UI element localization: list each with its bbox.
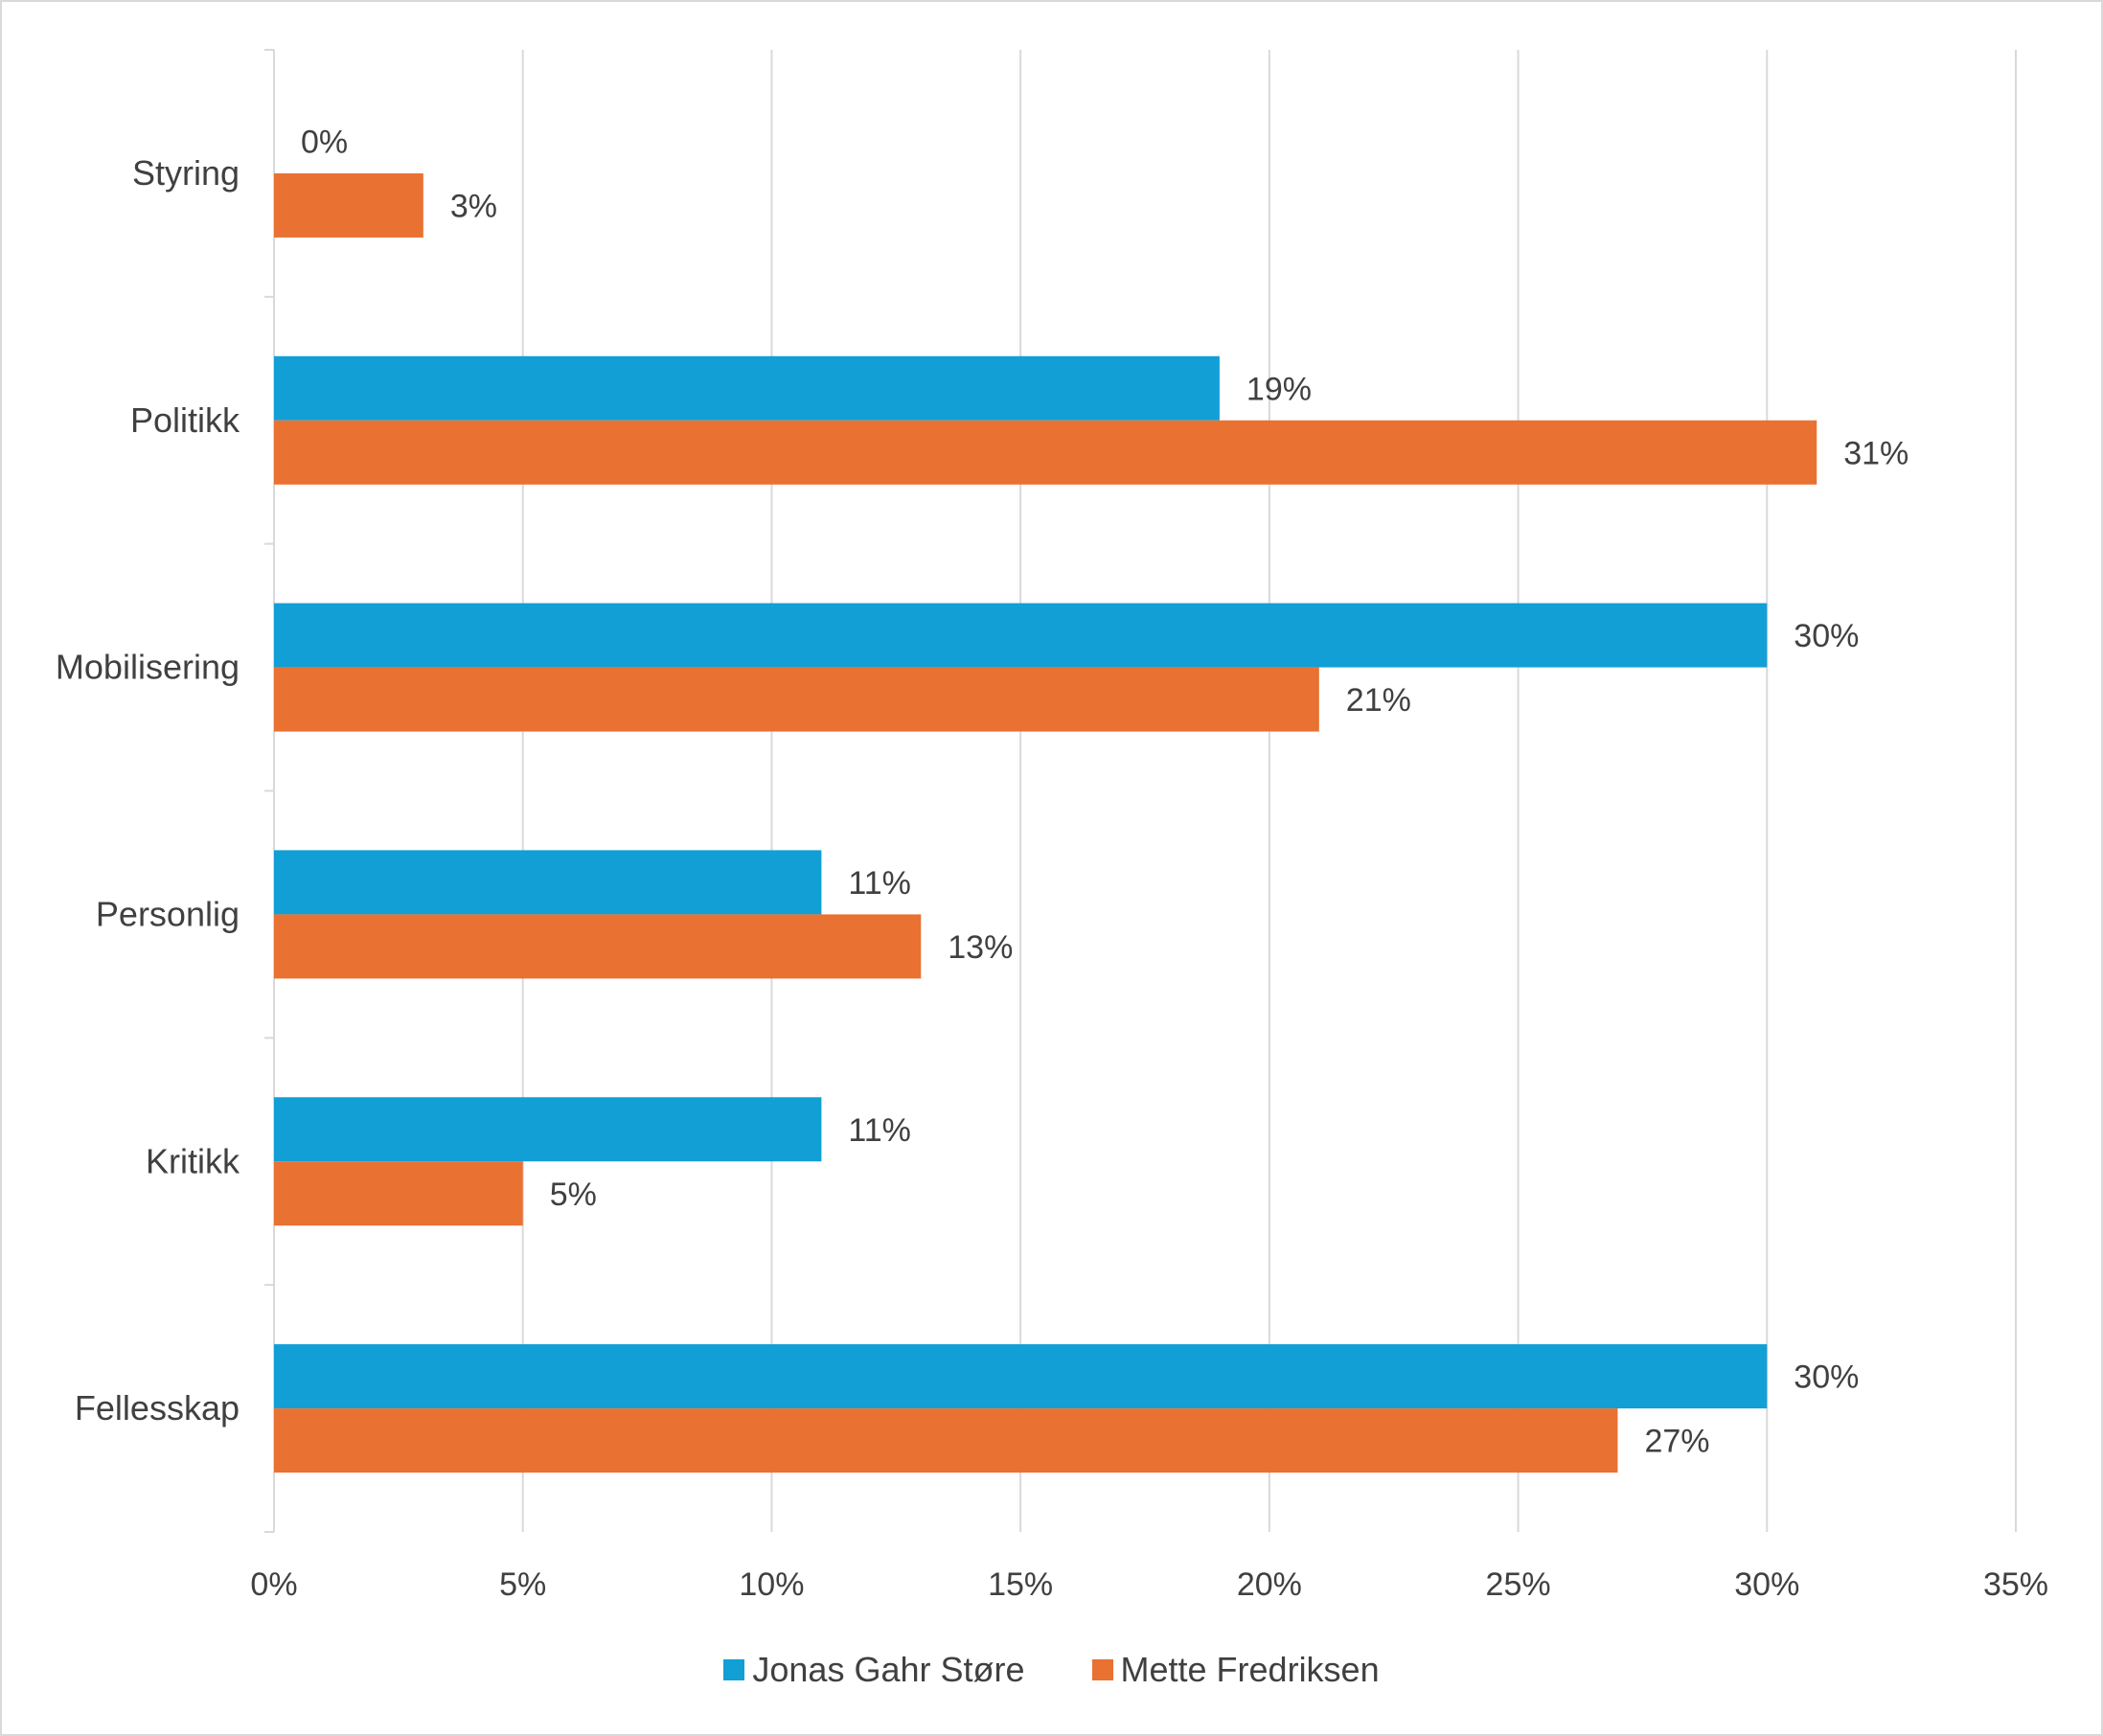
- data-label: 11%: [848, 865, 911, 902]
- category-label: Mobilisering: [56, 648, 240, 687]
- data-label: 11%: [848, 1112, 911, 1149]
- legend-swatch-fredriksen: [1091, 1659, 1113, 1680]
- legend-label-fredriksen: Mette Fredriksen: [1120, 1650, 1380, 1689]
- bar: [274, 1097, 822, 1162]
- bar: [274, 850, 822, 915]
- x-tick-label: 10%: [739, 1566, 804, 1603]
- legend-item-fredriksen: Mette Fredriksen: [1091, 1650, 1380, 1690]
- data-label: 30%: [1794, 618, 1859, 654]
- legend-label-store: Jonas Gahr Støre: [752, 1650, 1025, 1689]
- bar: [274, 667, 1319, 732]
- legend-swatch-store: [723, 1659, 745, 1680]
- x-tick-label: 35%: [1983, 1566, 2048, 1603]
- data-label: 19%: [1246, 371, 1312, 407]
- legend-item-store: Jonas Gahr Støre: [723, 1650, 1025, 1690]
- data-label: 13%: [948, 929, 1013, 966]
- data-label: 27%: [1644, 1424, 1709, 1460]
- x-tick-label: 20%: [1237, 1566, 1302, 1603]
- bar: [274, 603, 1768, 668]
- category-label: Fellesskap: [75, 1388, 240, 1428]
- bar: [274, 1161, 523, 1226]
- x-tick-label: 25%: [1486, 1566, 1551, 1603]
- bar: [274, 1344, 1768, 1409]
- x-tick-label: 5%: [499, 1566, 546, 1603]
- data-label: 5%: [550, 1176, 597, 1213]
- category-label: Kritikk: [146, 1141, 240, 1180]
- bar: [274, 172, 423, 238]
- x-tick-label: 30%: [1734, 1566, 1799, 1603]
- category-label: Personlig: [96, 894, 240, 933]
- data-label: 0%: [301, 124, 348, 160]
- data-label: 21%: [1346, 682, 1411, 719]
- x-tick-label: 15%: [988, 1566, 1053, 1603]
- legend: Jonas Gahr Støre Mette Fredriksen: [0, 1650, 2103, 1690]
- bar: [274, 1408, 1618, 1473]
- x-tick-label: 0%: [250, 1566, 297, 1603]
- category-label: Styring: [132, 153, 240, 193]
- bar: [274, 355, 1220, 421]
- data-label: 31%: [1843, 435, 1909, 471]
- data-label: 3%: [450, 188, 497, 224]
- bar: [274, 914, 922, 979]
- data-label: 30%: [1794, 1359, 1859, 1396]
- bar: [274, 420, 1817, 485]
- category-label: Politikk: [130, 400, 240, 440]
